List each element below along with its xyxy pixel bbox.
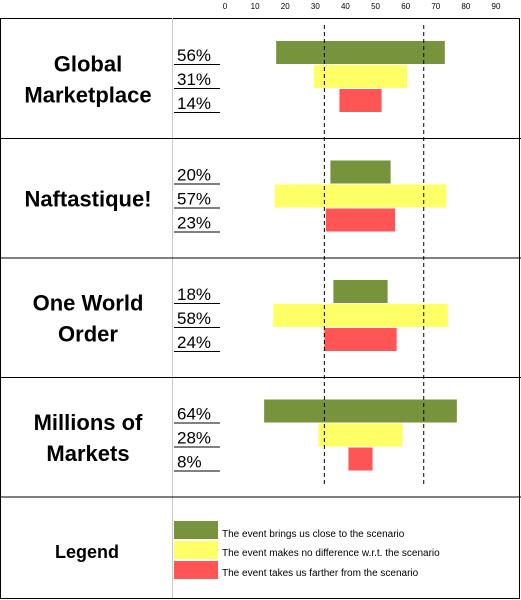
- legend-swatch-farther: [174, 561, 218, 579]
- percent-label: 24%: [177, 333, 211, 352]
- scenario-bar: [274, 184, 447, 208]
- scenario-bar: [276, 41, 445, 64]
- legend-item-no-difference: The event makes no difference w.r.t. the…: [222, 548, 440, 559]
- tick-label: 0: [223, 2, 228, 11]
- scenario-rows: Global Marketplace 56% 31% 14% Naftastique! 20…: [0, 41, 521, 498]
- scenario-bar: [324, 328, 397, 351]
- percent-label: 23%: [177, 214, 211, 233]
- percent-label: 56%: [177, 46, 211, 65]
- scenario-bar: [330, 160, 391, 184]
- tick-label: 20: [281, 2, 290, 11]
- percent-label: 57%: [177, 190, 211, 209]
- percent-label: 64%: [177, 405, 211, 424]
- scenario-title: Marketplace: [24, 83, 151, 108]
- axis-ticks: 0 10 20 30 40 50 60 70 80 90: [223, 2, 501, 11]
- tick-label: 90: [492, 2, 501, 11]
- percent-label: 18%: [177, 285, 211, 304]
- scenario-bar: [273, 304, 448, 327]
- tick-label: 80: [461, 2, 470, 11]
- legend-item-close: The event brings us close to the scenari…: [222, 529, 405, 540]
- tick-label: 60: [401, 2, 410, 11]
- tick-label: 50: [371, 2, 380, 11]
- scenario-title: Markets: [46, 441, 129, 466]
- legend: Legend The event brings us close to the …: [55, 521, 440, 579]
- scenario-bar: [333, 280, 388, 303]
- percent-label: 58%: [177, 309, 211, 328]
- scenario-title: Global: [54, 52, 122, 77]
- scenario-title: Millions of: [34, 410, 143, 435]
- legend-title: Legend: [55, 542, 119, 562]
- tick-label: 40: [341, 2, 350, 11]
- scenario-title: Naftastique!: [24, 187, 151, 212]
- reference-lines: [323, 25, 425, 487]
- scenario-bar: [318, 423, 403, 447]
- chart-frame: [0, 18, 520, 599]
- legend-swatch-close: [174, 521, 218, 539]
- scenario-bar: [339, 89, 382, 112]
- percent-label: 28%: [177, 429, 211, 448]
- scenario-bar: [313, 65, 408, 88]
- percent-label: 8%: [177, 453, 202, 472]
- tick-label: 30: [311, 2, 320, 11]
- scenario-bar: [348, 447, 373, 471]
- percent-label: 14%: [177, 94, 211, 113]
- percent-label: 20%: [177, 166, 211, 185]
- percent-label: 31%: [177, 70, 211, 89]
- scenario-bar: [264, 399, 457, 423]
- tick-label: 10: [251, 2, 260, 11]
- scenario-title: One World: [33, 291, 144, 316]
- tick-label: 70: [431, 2, 440, 11]
- legend-swatch-no-difference: [174, 541, 218, 559]
- scenario-title: Order: [58, 322, 118, 347]
- legend-item-farther: The event takes us farther from the scen…: [222, 568, 419, 579]
- scenario-bar: [325, 208, 396, 232]
